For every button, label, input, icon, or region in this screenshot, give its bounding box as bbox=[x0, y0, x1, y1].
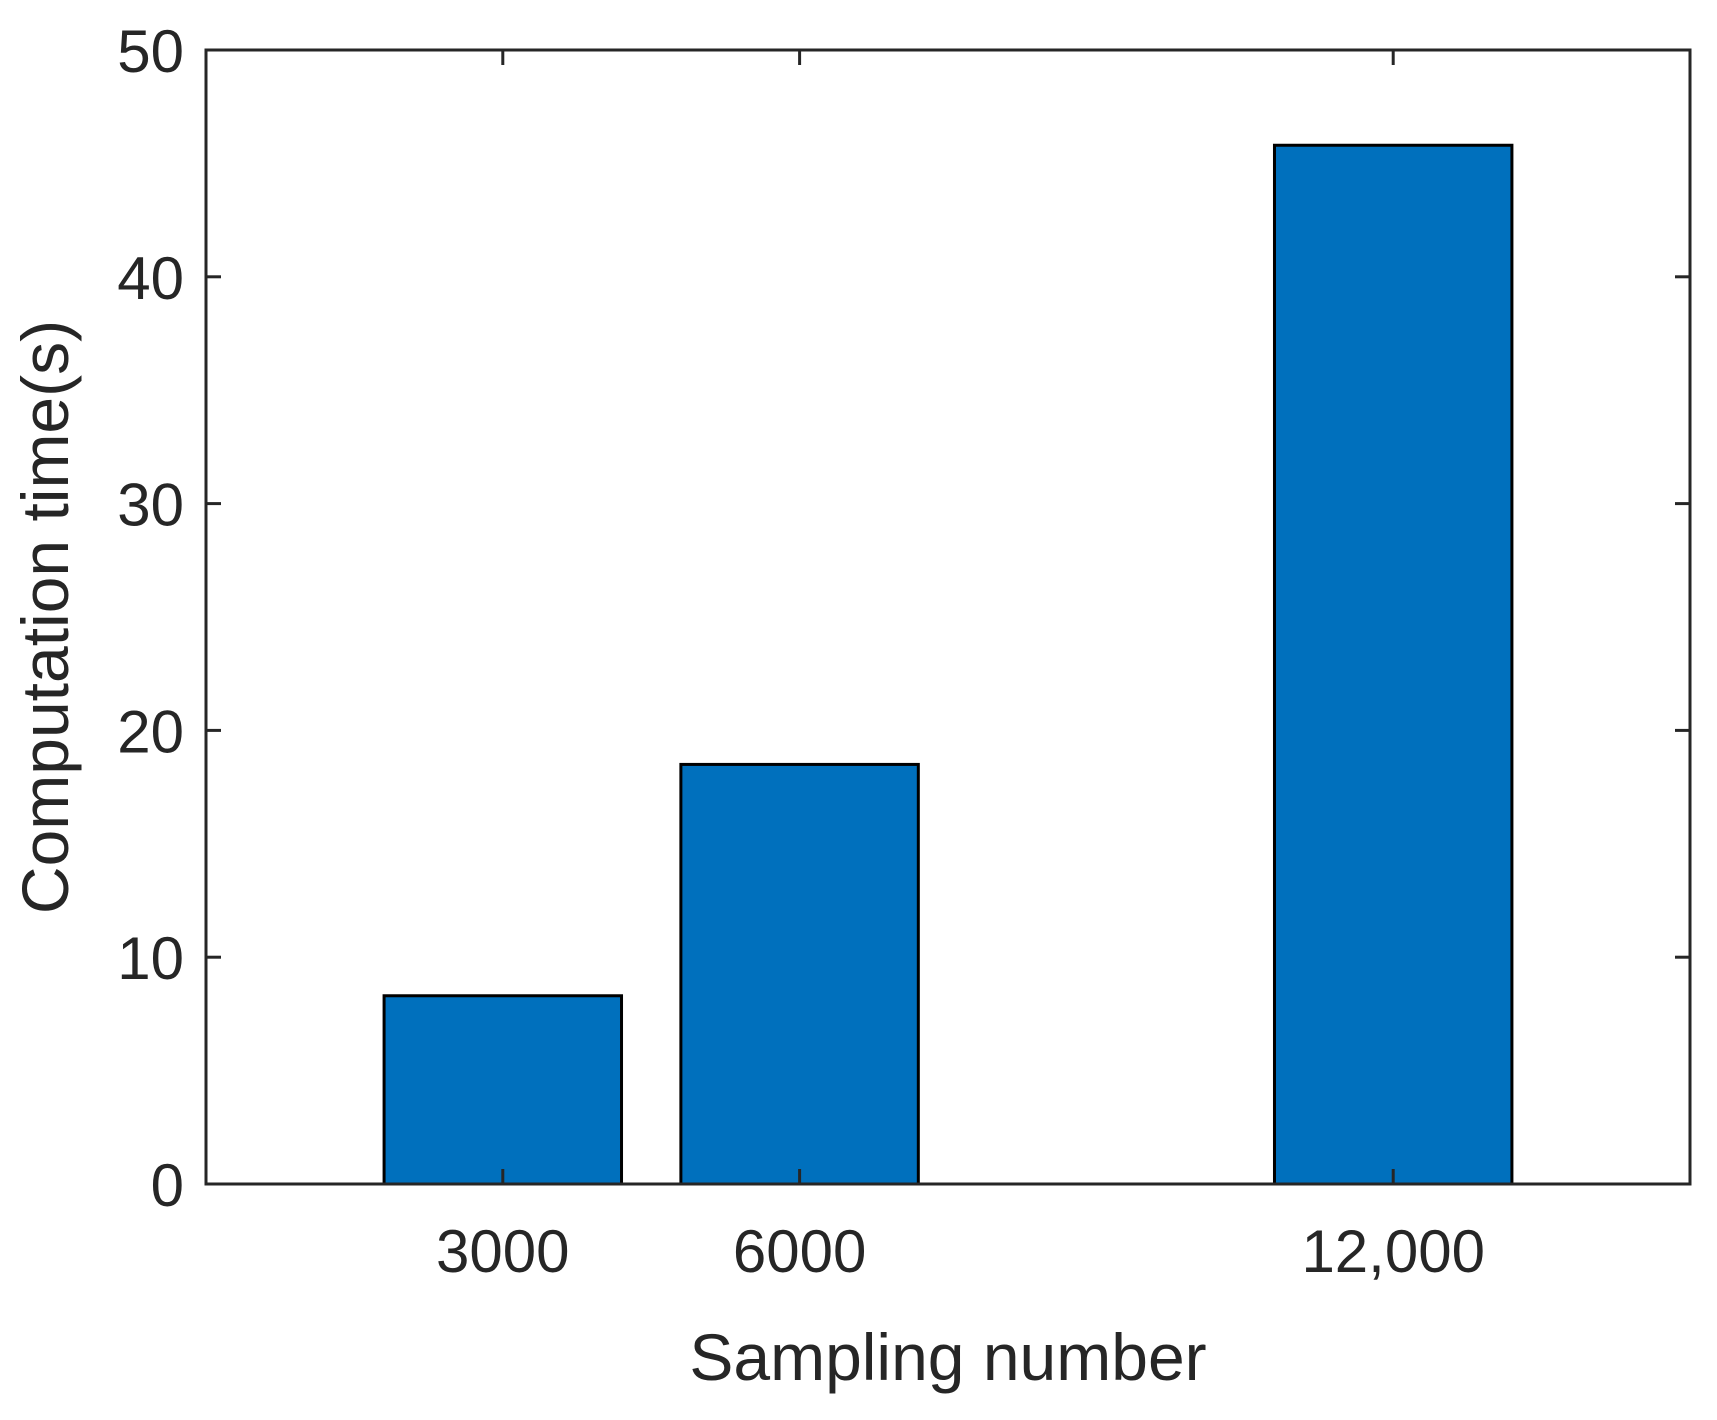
y-tick-label: 30 bbox=[117, 472, 184, 539]
y-tick-label: 0 bbox=[151, 1152, 184, 1219]
x-axis-label: Sampling number bbox=[689, 1320, 1206, 1394]
plot-area-border bbox=[204, 48, 1692, 1186]
y-tick-label: 40 bbox=[117, 245, 184, 312]
bar-12000 bbox=[1272, 143, 1514, 1186]
bar-6000 bbox=[679, 762, 920, 1186]
x-tick-label: 12,000 bbox=[1301, 1218, 1485, 1285]
y-axis-label: Computation time(s) bbox=[8, 320, 82, 914]
x-tick-label: 3000 bbox=[436, 1218, 569, 1285]
bar-3000 bbox=[382, 994, 624, 1186]
y-tick-label: 50 bbox=[117, 18, 184, 85]
x-tick-label: 6000 bbox=[733, 1218, 866, 1285]
y-tick-label: 10 bbox=[117, 925, 184, 992]
tick-labels-layer: 0 10 20 30 40 50 3000 6000 12,000 bbox=[117, 18, 1485, 1285]
y-tick-label: 20 bbox=[117, 698, 184, 765]
bars-layer bbox=[382, 143, 1514, 1186]
